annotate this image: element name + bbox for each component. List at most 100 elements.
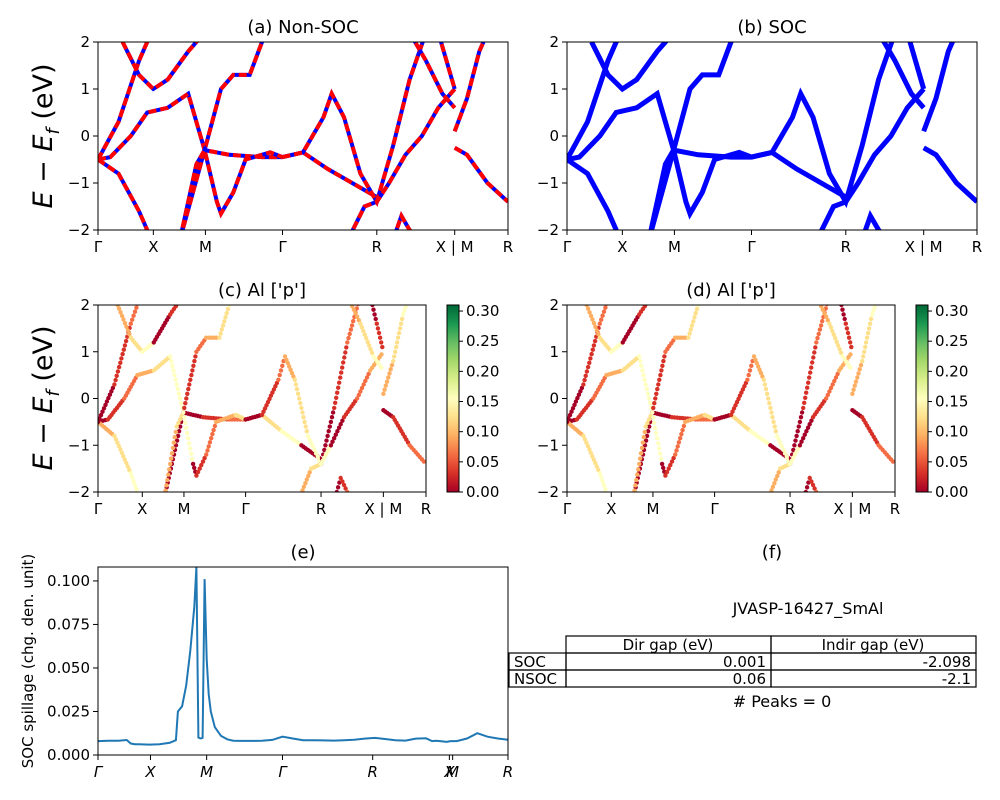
band-dot <box>676 440 682 445</box>
band-dot <box>861 354 866 359</box>
band-dot <box>642 429 647 435</box>
band-dot <box>803 489 808 492</box>
band-dot <box>582 437 588 442</box>
band-dot <box>799 439 804 444</box>
colorbar-label: 0.00 <box>935 483 968 501</box>
band-dot <box>304 429 309 434</box>
band-dot <box>122 343 128 348</box>
band-dot <box>122 321 128 326</box>
band-dot <box>189 456 195 461</box>
band-dot <box>643 438 649 443</box>
band-dot <box>570 406 576 411</box>
band-dot <box>173 377 178 382</box>
band-dot <box>169 451 175 456</box>
band-dot <box>368 347 373 352</box>
ytick-label: 0.100 <box>47 572 90 590</box>
band-dot <box>791 447 796 453</box>
band-dot <box>200 459 206 464</box>
band-dot <box>805 385 810 390</box>
band-dot <box>359 325 365 330</box>
band-dot <box>804 390 809 395</box>
band-dot <box>646 396 652 401</box>
band-dot <box>297 396 302 401</box>
band-dot <box>679 431 684 437</box>
band-dot <box>803 395 808 400</box>
band-dot <box>376 330 382 336</box>
band-dot <box>567 412 573 418</box>
band-dot <box>573 399 579 404</box>
band-dot <box>186 436 191 441</box>
dots-d <box>567 305 895 499</box>
band-dot <box>386 375 391 380</box>
band-dot <box>334 489 339 492</box>
band-dot <box>197 466 202 471</box>
band-dot <box>647 424 652 429</box>
xtick-label: X | M <box>833 500 871 518</box>
band-dot <box>332 405 337 411</box>
band-dot <box>302 419 307 425</box>
band-dot <box>764 391 770 396</box>
band-dot <box>282 354 288 359</box>
band-dot <box>600 479 605 484</box>
band-dot <box>344 345 349 350</box>
band-dot <box>597 471 602 476</box>
yticks-a: 2 1 0 −1 −2 <box>68 33 98 239</box>
xtick-label: Γ <box>563 238 572 256</box>
band-dot <box>403 305 408 310</box>
band-dot <box>673 452 678 457</box>
band-dot <box>161 499 165 503</box>
band-dot <box>802 495 806 499</box>
band-dot <box>769 491 771 492</box>
xticks-e: Γ X M Γ R XM R <box>94 755 513 781</box>
xtick-label: Γ <box>747 238 756 256</box>
band-dot <box>364 375 370 380</box>
band-dot <box>653 396 658 401</box>
band-dot <box>825 392 830 398</box>
band-dot <box>328 443 334 448</box>
xtick-label: X <box>606 500 616 518</box>
band-dot <box>204 452 209 457</box>
band-dot <box>846 335 852 340</box>
band-dot <box>771 419 776 425</box>
band-dot <box>837 347 842 352</box>
xtick-label: X | M <box>364 500 402 518</box>
band-dot <box>820 307 825 312</box>
band-dot <box>402 308 407 313</box>
band-dot <box>675 444 680 449</box>
band-dot <box>330 410 336 415</box>
band-dot <box>828 385 834 391</box>
band-dot <box>863 340 869 345</box>
band-line-overlay <box>350 87 457 230</box>
band-dot <box>813 345 818 350</box>
band-dot <box>315 454 320 460</box>
band-dot <box>769 410 774 415</box>
band-dot <box>347 492 351 496</box>
band-dot <box>130 317 135 322</box>
band-dot <box>209 436 214 441</box>
band-dot <box>657 446 662 451</box>
band-dot <box>380 344 385 350</box>
band-dot <box>170 363 175 368</box>
band-dot <box>343 486 348 491</box>
band-dot <box>287 364 292 369</box>
band-dot <box>132 309 138 314</box>
band-dot <box>692 315 697 320</box>
band-dot <box>137 495 141 499</box>
band-dot <box>332 499 336 503</box>
band-dot <box>661 358 666 364</box>
band-dot <box>815 335 820 341</box>
band-dot <box>645 429 651 434</box>
band-dot <box>193 354 198 359</box>
band-dot <box>300 410 305 415</box>
band-dot <box>817 495 821 499</box>
axes-frame-b <box>566 41 978 231</box>
band-dot <box>406 297 410 301</box>
band-dot <box>369 298 373 302</box>
band-dot <box>421 459 426 464</box>
band-dot <box>591 321 597 326</box>
band-dot <box>651 415 656 420</box>
band-dot <box>678 436 683 441</box>
band-dot <box>389 363 395 368</box>
colorbar-label: 0.20 <box>466 362 499 380</box>
